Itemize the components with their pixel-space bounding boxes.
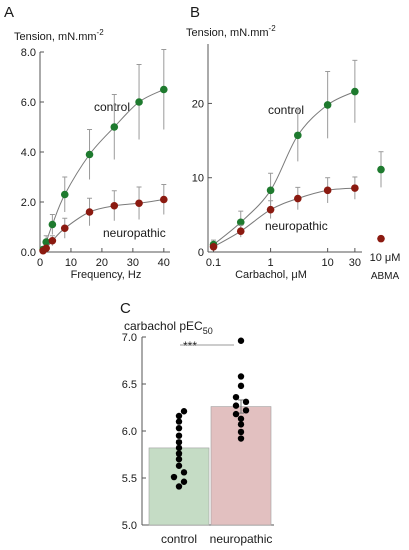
panel-a-chart: Tension, mN.mm-2 Frequency, Hz control n…: [14, 28, 170, 281]
panel-b-control-point: [351, 87, 359, 96]
panel-c-control-data-point: [175, 483, 183, 490]
panel-c-neuropathic-data-point: [237, 382, 245, 390]
panel-c-control-data-point: [175, 424, 183, 432]
panel-c-control-data-point: [170, 473, 178, 481]
panel-c-control-data-point: [180, 469, 188, 476]
panel-a-xlabel: Frequency, Hz: [71, 269, 142, 281]
panel-letter-c: C: [120, 300, 131, 317]
panel-b-xtick-label: 0.1: [206, 257, 221, 269]
panel-c-chart: carbachol pEC50 *** control neuropathic …: [122, 319, 274, 546]
panel-a-xtick-label: 10: [65, 257, 77, 269]
panel-a-neuropathic-point: [42, 244, 50, 253]
panel-a-neuropathic-point: [48, 236, 57, 245]
panel-a-control-point: [160, 85, 168, 94]
panel-b-control-point: [323, 101, 332, 109]
panel-b-annotation-control: control: [268, 103, 304, 117]
panel-a-ytick-label: 8.0: [21, 47, 36, 59]
panel-c-ytick-label: 6.5: [122, 379, 137, 391]
panel-a-neuropathic-point: [160, 195, 168, 204]
panel-c-control-data-point: [175, 450, 183, 457]
panel-a-control-point: [60, 190, 69, 199]
panel-a-control-point: [110, 123, 119, 131]
panel-c-ylabel: carbachol pEC50: [124, 319, 213, 336]
panel-b-chart: Tension, mN.mm-2 Carbachol, μM control n…: [186, 24, 400, 282]
panel-c-neuropathic-data-point: [237, 428, 245, 436]
panel-b-neuropathic-point: [351, 184, 359, 192]
panel-c-neuropathic-data-point: [237, 421, 245, 428]
panel-a-ylabel: Tension, mN.mm-2: [14, 28, 104, 43]
panel-b-neuropathic-point: [236, 227, 245, 235]
panel-c-category-neuropathic: neuropathic: [210, 532, 273, 546]
panel-letter-b: B: [190, 4, 200, 21]
panel-b-abma-neuropathic-point: [377, 234, 385, 243]
panel-c-control-data-point: [175, 462, 183, 469]
panel-b-control-point: [266, 186, 275, 195]
panel-b-control-point: [294, 131, 302, 140]
panel-b-control-point: [236, 218, 245, 227]
panel-b-ylabel: Tension, mN.mm-2: [186, 24, 276, 39]
panel-b-ytick-label: 0: [198, 247, 204, 259]
panel-b-ytick-label: 20: [192, 98, 204, 110]
panel-c-ytick-label: 7.0: [122, 332, 137, 344]
panel-a-annotation-control: control: [94, 100, 130, 114]
panel-b-annotation-neuropathic: neuropathic: [265, 219, 328, 233]
panel-c-control-data-point: [175, 456, 183, 463]
panel-c-neuropathic-data-point: [237, 435, 245, 442]
panel-a-neuropathic-point: [85, 208, 94, 216]
panel-b-neuropathic-point: [209, 243, 218, 251]
panel-letter-a: A: [4, 4, 14, 21]
panel-c-ytick-label: 6.0: [122, 426, 137, 438]
panel-c-neuropathic-data-point: [242, 398, 250, 406]
panel-c-control-data-point: [180, 478, 188, 485]
panel-c-category-control: control: [161, 532, 197, 546]
panel-a-ytick-label: 6.0: [21, 97, 36, 109]
panel-a-control-point: [48, 220, 57, 229]
panel-c-ytick-label: 5.0: [122, 520, 137, 532]
panel-b-abma-dose-label: 10 μM: [370, 252, 401, 264]
panel-b-ytick-label: 10: [192, 173, 204, 185]
panel-c-neuropathic-data-point: [232, 393, 240, 401]
panel-c-significance: ***: [183, 339, 197, 353]
panel-c-control-data-point: [180, 408, 188, 415]
panel-c-control-data-point: [175, 432, 183, 439]
panel-a-ytick-label: 2.0: [21, 197, 36, 209]
panel-c-control-data-point: [175, 412, 183, 420]
panel-c-ytick-label: 5.5: [122, 473, 137, 485]
panel-a-neuropathic-point: [60, 224, 69, 233]
panel-a-annotation-neuropathic: neuropathic: [103, 226, 166, 240]
panel-c-neuropathic-data-point: [242, 407, 250, 414]
panel-c-neuropathic-data-point: [237, 337, 245, 344]
panel-a-neuropathic-point: [110, 201, 119, 210]
panel-a-control-point: [85, 150, 94, 159]
panel-a-control-point: [42, 238, 50, 246]
panel-a-ytick-label: 0.0: [21, 247, 36, 259]
panel-b-xtick-label: 10: [322, 257, 334, 269]
panel-a-xtick-label: 40: [158, 257, 170, 269]
panel-c-neuropathic-data-point: [237, 415, 245, 422]
panel-b-xtick-label: 1: [268, 257, 274, 269]
panel-b-xtick-label: 30: [349, 257, 361, 269]
panel-b-xlabel: Carbachol, μM: [235, 269, 307, 281]
panel-a-control-point: [135, 98, 143, 106]
panel-b-abma-control-point: [377, 165, 385, 174]
panel-c-control-data-point: [175, 439, 183, 446]
panel-a-xtick-label: 0: [37, 257, 43, 269]
panel-b-neuropathic-point: [266, 205, 275, 214]
panel-b-neuropathic-point: [323, 186, 332, 195]
panel-c-neuropathic-data-point: [232, 410, 240, 418]
panel-c-control-data-point: [175, 418, 183, 425]
panel-a-xtick-label: 30: [127, 257, 139, 269]
panel-a-xtick-label: 20: [96, 257, 108, 269]
panel-a-neuropathic-point: [135, 199, 143, 208]
panel-b-neuropathic-point: [294, 194, 302, 203]
panel-b-neuropathic-fit-line: [213, 187, 355, 248]
panel-c-control-data-point: [175, 444, 183, 452]
panel-c-neuropathic-data-point: [232, 402, 240, 409]
panel-b-abma-label: ABMA: [371, 271, 400, 282]
panel-a-ytick-label: 4.0: [21, 147, 36, 159]
panel-c-neuropathic-data-point: [237, 373, 245, 380]
